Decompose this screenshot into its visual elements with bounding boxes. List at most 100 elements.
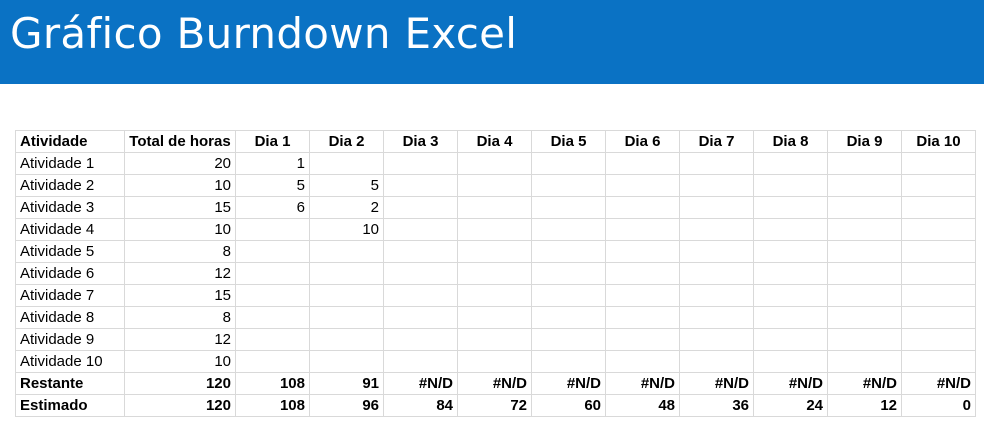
hours-cell[interactable]: [309, 350, 384, 373]
hours-cell[interactable]: [235, 262, 310, 285]
hours-cell[interactable]: [235, 284, 310, 307]
hours-cell[interactable]: [383, 196, 458, 219]
hours-cell[interactable]: [457, 306, 532, 329]
summary-value-cell[interactable]: 120: [124, 394, 236, 417]
summary-value-cell[interactable]: #N/D: [457, 372, 532, 395]
summary-value-cell[interactable]: 48: [605, 394, 680, 417]
hours-cell[interactable]: [827, 284, 902, 307]
hours-cell[interactable]: [531, 350, 606, 373]
hours-cell[interactable]: 1: [235, 152, 310, 175]
hours-cell[interactable]: [309, 152, 384, 175]
hours-cell[interactable]: [753, 350, 828, 373]
summary-value-cell[interactable]: 91: [309, 372, 384, 395]
activity-name-cell[interactable]: Atividade 10: [15, 350, 125, 373]
summary-label-cell[interactable]: Restante: [15, 372, 125, 395]
hours-cell[interactable]: [827, 328, 902, 351]
hours-cell[interactable]: [827, 218, 902, 241]
hours-cell[interactable]: 12: [124, 328, 236, 351]
activity-name-cell[interactable]: Atividade 5: [15, 240, 125, 263]
column-header[interactable]: Dia 3: [383, 130, 458, 153]
hours-cell[interactable]: [531, 152, 606, 175]
column-header[interactable]: Dia 10: [901, 130, 976, 153]
hours-cell[interactable]: [901, 350, 976, 373]
hours-cell[interactable]: [679, 350, 754, 373]
hours-cell[interactable]: [605, 240, 680, 263]
hours-cell[interactable]: [457, 328, 532, 351]
column-header[interactable]: Dia 4: [457, 130, 532, 153]
hours-cell[interactable]: [679, 328, 754, 351]
summary-value-cell[interactable]: 120: [124, 372, 236, 395]
column-header[interactable]: Atividade: [15, 130, 125, 153]
hours-cell[interactable]: [901, 196, 976, 219]
hours-cell[interactable]: [753, 174, 828, 197]
activity-name-cell[interactable]: Atividade 9: [15, 328, 125, 351]
hours-cell[interactable]: 20: [124, 152, 236, 175]
hours-cell[interactable]: [679, 306, 754, 329]
hours-cell[interactable]: [679, 174, 754, 197]
hours-cell[interactable]: 10: [124, 218, 236, 241]
hours-cell[interactable]: [309, 284, 384, 307]
hours-cell[interactable]: [605, 350, 680, 373]
summary-value-cell[interactable]: #N/D: [605, 372, 680, 395]
summary-value-cell[interactable]: 108: [235, 394, 310, 417]
activity-name-cell[interactable]: Atividade 1: [15, 152, 125, 175]
hours-cell[interactable]: [901, 284, 976, 307]
hours-cell[interactable]: [605, 306, 680, 329]
hours-cell[interactable]: 2: [309, 196, 384, 219]
hours-cell[interactable]: [383, 152, 458, 175]
hours-cell[interactable]: [827, 306, 902, 329]
activity-name-cell[interactable]: Atividade 8: [15, 306, 125, 329]
hours-cell[interactable]: [457, 152, 532, 175]
summary-value-cell[interactable]: 60: [531, 394, 606, 417]
hours-cell[interactable]: [235, 306, 310, 329]
hours-cell[interactable]: [827, 240, 902, 263]
activity-name-cell[interactable]: Atividade 3: [15, 196, 125, 219]
hours-cell[interactable]: [457, 174, 532, 197]
hours-cell[interactable]: 10: [309, 218, 384, 241]
hours-cell[interactable]: [679, 218, 754, 241]
hours-cell[interactable]: [531, 328, 606, 351]
hours-cell[interactable]: 8: [124, 240, 236, 263]
column-header[interactable]: Total de horas: [124, 130, 236, 153]
hours-cell[interactable]: [531, 262, 606, 285]
hours-cell[interactable]: [901, 174, 976, 197]
column-header[interactable]: Dia 7: [679, 130, 754, 153]
column-header[interactable]: Dia 1: [235, 130, 310, 153]
hours-cell[interactable]: [383, 240, 458, 263]
hours-cell[interactable]: [235, 350, 310, 373]
summary-value-cell[interactable]: #N/D: [383, 372, 458, 395]
summary-value-cell[interactable]: 0: [901, 394, 976, 417]
hours-cell[interactable]: [753, 328, 828, 351]
hours-cell[interactable]: [309, 328, 384, 351]
hours-cell[interactable]: [457, 196, 532, 219]
hours-cell[interactable]: 15: [124, 196, 236, 219]
column-header[interactable]: Dia 9: [827, 130, 902, 153]
hours-cell[interactable]: [531, 174, 606, 197]
summary-value-cell[interactable]: 24: [753, 394, 828, 417]
hours-cell[interactable]: [753, 284, 828, 307]
hours-cell[interactable]: [901, 240, 976, 263]
hours-cell[interactable]: [679, 284, 754, 307]
hours-cell[interactable]: [531, 284, 606, 307]
summary-label-cell[interactable]: Estimado: [15, 394, 125, 417]
hours-cell[interactable]: [901, 218, 976, 241]
summary-value-cell[interactable]: #N/D: [901, 372, 976, 395]
column-header[interactable]: Dia 8: [753, 130, 828, 153]
hours-cell[interactable]: [235, 240, 310, 263]
hours-cell[interactable]: [383, 306, 458, 329]
hours-cell[interactable]: [605, 152, 680, 175]
hours-cell[interactable]: [753, 218, 828, 241]
hours-cell[interactable]: [901, 306, 976, 329]
activity-name-cell[interactable]: Atividade 7: [15, 284, 125, 307]
hours-cell[interactable]: [309, 240, 384, 263]
hours-cell[interactable]: 6: [235, 196, 310, 219]
hours-cell[interactable]: [753, 262, 828, 285]
hours-cell[interactable]: [531, 240, 606, 263]
hours-cell[interactable]: [827, 262, 902, 285]
hours-cell[interactable]: [827, 152, 902, 175]
hours-cell[interactable]: 15: [124, 284, 236, 307]
activity-name-cell[interactable]: Atividade 6: [15, 262, 125, 285]
hours-cell[interactable]: [679, 196, 754, 219]
hours-cell[interactable]: [753, 240, 828, 263]
hours-cell[interactable]: [383, 262, 458, 285]
